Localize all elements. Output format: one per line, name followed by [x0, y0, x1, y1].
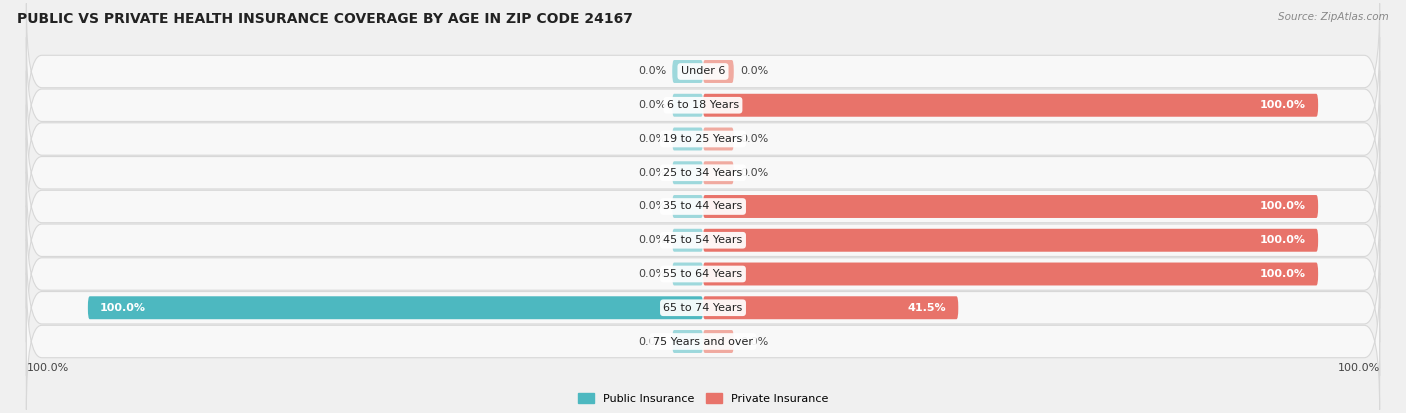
Text: 0.0%: 0.0%	[638, 168, 666, 178]
FancyBboxPatch shape	[703, 296, 959, 319]
Text: 0.0%: 0.0%	[740, 134, 768, 144]
FancyBboxPatch shape	[703, 229, 1319, 252]
FancyBboxPatch shape	[27, 172, 1379, 309]
FancyBboxPatch shape	[672, 128, 703, 150]
Text: 100.0%: 100.0%	[100, 303, 146, 313]
FancyBboxPatch shape	[703, 128, 734, 150]
Text: 0.0%: 0.0%	[740, 66, 768, 76]
Text: 19 to 25 Years: 19 to 25 Years	[664, 134, 742, 144]
FancyBboxPatch shape	[672, 195, 703, 218]
FancyBboxPatch shape	[672, 60, 703, 83]
Text: 25 to 34 Years: 25 to 34 Years	[664, 168, 742, 178]
Text: 75 Years and over: 75 Years and over	[652, 337, 754, 347]
Text: 0.0%: 0.0%	[740, 337, 768, 347]
FancyBboxPatch shape	[672, 330, 703, 353]
Text: 0.0%: 0.0%	[638, 235, 666, 245]
FancyBboxPatch shape	[27, 3, 1379, 140]
Text: 6 to 18 Years: 6 to 18 Years	[666, 100, 740, 110]
Text: 0.0%: 0.0%	[638, 66, 666, 76]
FancyBboxPatch shape	[703, 195, 1319, 218]
Text: 41.5%: 41.5%	[907, 303, 946, 313]
FancyBboxPatch shape	[703, 60, 734, 83]
Text: 100.0%: 100.0%	[27, 363, 69, 373]
FancyBboxPatch shape	[672, 161, 703, 184]
FancyBboxPatch shape	[703, 94, 1319, 117]
FancyBboxPatch shape	[672, 229, 703, 252]
Legend: Public Insurance, Private Insurance: Public Insurance, Private Insurance	[574, 389, 832, 408]
FancyBboxPatch shape	[27, 71, 1379, 207]
FancyBboxPatch shape	[27, 138, 1379, 275]
FancyBboxPatch shape	[27, 273, 1379, 410]
Text: 0.0%: 0.0%	[638, 100, 666, 110]
Text: PUBLIC VS PRIVATE HEALTH INSURANCE COVERAGE BY AGE IN ZIP CODE 24167: PUBLIC VS PRIVATE HEALTH INSURANCE COVER…	[17, 12, 633, 26]
FancyBboxPatch shape	[27, 37, 1379, 173]
FancyBboxPatch shape	[703, 330, 734, 353]
FancyBboxPatch shape	[672, 263, 703, 285]
FancyBboxPatch shape	[703, 263, 1319, 285]
Text: 100.0%: 100.0%	[1337, 363, 1379, 373]
Text: 65 to 74 Years: 65 to 74 Years	[664, 303, 742, 313]
Text: Source: ZipAtlas.com: Source: ZipAtlas.com	[1278, 12, 1389, 22]
Text: 100.0%: 100.0%	[1260, 202, 1306, 211]
Text: 100.0%: 100.0%	[1260, 100, 1306, 110]
Text: 0.0%: 0.0%	[638, 269, 666, 279]
Text: 0.0%: 0.0%	[740, 168, 768, 178]
Text: 35 to 44 Years: 35 to 44 Years	[664, 202, 742, 211]
FancyBboxPatch shape	[87, 296, 703, 319]
Text: 100.0%: 100.0%	[1260, 269, 1306, 279]
Text: 0.0%: 0.0%	[638, 202, 666, 211]
FancyBboxPatch shape	[703, 161, 734, 184]
FancyBboxPatch shape	[27, 240, 1379, 376]
Text: 100.0%: 100.0%	[1260, 235, 1306, 245]
FancyBboxPatch shape	[672, 94, 703, 117]
Text: 55 to 64 Years: 55 to 64 Years	[664, 269, 742, 279]
FancyBboxPatch shape	[27, 104, 1379, 241]
Text: 45 to 54 Years: 45 to 54 Years	[664, 235, 742, 245]
Text: 0.0%: 0.0%	[638, 134, 666, 144]
FancyBboxPatch shape	[27, 206, 1379, 342]
Text: 0.0%: 0.0%	[638, 337, 666, 347]
Text: Under 6: Under 6	[681, 66, 725, 76]
